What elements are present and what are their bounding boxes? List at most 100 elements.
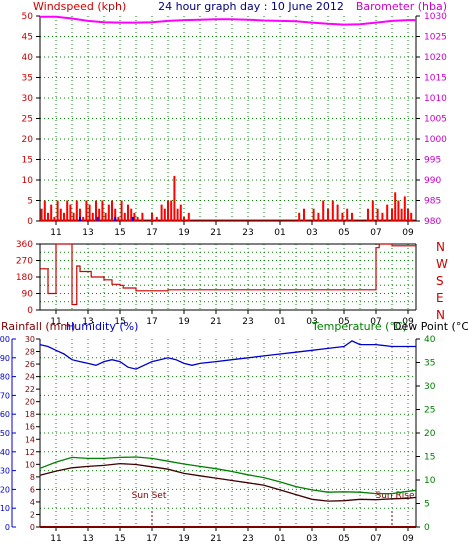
y-tick-label: 90 <box>22 290 34 300</box>
x-tick-label: 07 <box>370 228 381 238</box>
y-tick-label: 5 <box>27 197 33 207</box>
compass-label: N <box>436 308 445 322</box>
temperature-axis-title: Temperature (°C) <box>311 320 407 333</box>
wind-bar <box>386 204 389 221</box>
humidity-tick-label: 100 <box>0 335 10 344</box>
rain-tick-label: 16 <box>25 423 35 432</box>
rain-tick-label: 22 <box>25 385 35 394</box>
humidity-axis-title: Humidity (%) <box>66 320 138 333</box>
humidity-tick-label: 60 <box>0 410 10 419</box>
x-tick-label: 11 <box>50 317 61 327</box>
y-tick-label: 20 <box>22 135 34 145</box>
humidity-tick-label: 20 <box>0 485 10 494</box>
x-tick-label: 07 <box>370 317 381 327</box>
wind-bar <box>163 208 166 221</box>
rain-tick-label: 24 <box>25 373 35 382</box>
x-tick-label: 03 <box>306 317 317 327</box>
y-tick-label-right: 1010 <box>424 94 447 104</box>
y-tick-label: 10 <box>22 176 34 186</box>
x-tick-label: 05 <box>338 317 349 327</box>
x-tick-label: 11 <box>50 534 61 544</box>
wind-bar <box>400 208 403 221</box>
wind-bar <box>53 216 56 221</box>
wind-bar <box>47 212 49 221</box>
wind-bar <box>123 212 126 221</box>
wind-bar <box>397 200 400 221</box>
compass-label: E <box>436 291 444 305</box>
x-tick-label: 23 <box>242 317 253 327</box>
wind-bar <box>43 200 46 221</box>
rain-tick-label: 14 <box>25 435 35 444</box>
x-tick-label: 23 <box>242 228 253 238</box>
y-tick-label-right: 995 <box>424 156 441 166</box>
rain-tick-label: 30 <box>25 335 35 344</box>
y-tick-label-right: 985 <box>424 197 441 207</box>
x-tick-label: 21 <box>210 228 221 238</box>
wind-bar <box>88 204 91 221</box>
y-tick-label-right: 1025 <box>424 33 447 43</box>
temp-tick-label: 30 <box>424 382 436 392</box>
wind-bar <box>82 216 85 221</box>
wind-bar <box>381 212 384 221</box>
wind-bar <box>394 192 397 221</box>
x-tick-label: 21 <box>210 317 221 327</box>
wind-bar <box>79 208 81 221</box>
wind-bar <box>376 208 379 221</box>
x-tick-label: 01 <box>274 228 285 238</box>
wind-bar <box>69 204 72 221</box>
y-tick-label: 180 <box>16 273 33 283</box>
wind-bar <box>183 216 185 221</box>
humidity-tick-label: 50 <box>0 429 10 438</box>
compass-label: S <box>436 274 444 288</box>
rain-tick-label: 20 <box>25 398 35 407</box>
y-tick-label-right: 990 <box>424 176 441 186</box>
wind-bar <box>407 208 409 221</box>
wind-bar <box>167 200 169 221</box>
wind-bar <box>331 200 334 221</box>
barometer-axis-title: Barometer (hba) <box>356 0 447 13</box>
temp-tick-label: 35 <box>424 359 435 369</box>
humidity-tick-label: 0 <box>5 523 10 532</box>
wind-bar <box>410 212 413 221</box>
y-tick-label: 25 <box>22 115 33 125</box>
y-tick-label: 15 <box>22 156 33 166</box>
y-tick-label-right: 1015 <box>424 74 447 84</box>
gust-bar <box>131 216 134 221</box>
y-tick-label: 45 <box>22 33 33 43</box>
wind-bar <box>111 200 113 221</box>
wind-bar <box>303 208 305 221</box>
wind-bar <box>107 204 110 221</box>
wind-direction-line <box>40 243 416 306</box>
wind-bar <box>160 204 163 221</box>
temp-tick-label: 25 <box>424 406 435 416</box>
x-tick-label: 11 <box>50 228 61 238</box>
x-tick-label: 15 <box>114 228 125 238</box>
x-tick-label: 19 <box>178 534 190 544</box>
rain-tick-label: 10 <box>25 460 35 469</box>
x-tick-label: 03 <box>306 228 317 238</box>
wind-bar <box>351 212 353 221</box>
x-tick-label: 13 <box>82 228 93 238</box>
wind-bar <box>72 212 75 221</box>
wind-bar <box>40 208 43 221</box>
wind-bar <box>173 175 176 221</box>
x-tick-label: 17 <box>146 317 157 327</box>
y-tick-label: 0 <box>27 217 33 227</box>
wind-bar <box>179 204 182 221</box>
dewpoint-axis-title: Dew Point (°C) <box>393 320 468 333</box>
x-tick-label: 13 <box>82 317 93 327</box>
y-tick-label-right: 980 <box>424 217 441 227</box>
gust-bar <box>114 216 117 221</box>
wind-bar <box>403 196 406 221</box>
wind-bar <box>59 208 62 221</box>
wind-bar <box>117 216 120 221</box>
wind-bar <box>327 208 329 221</box>
x-tick-label: 23 <box>242 534 253 544</box>
temperature-line <box>39 456 417 495</box>
humidity-tick-label: 30 <box>0 467 10 476</box>
x-tick-label: 13 <box>82 534 93 544</box>
wind-bar <box>298 212 301 221</box>
wind-bar <box>367 208 369 221</box>
x-tick-label: 17 <box>146 534 157 544</box>
wind-bar <box>98 208 101 221</box>
